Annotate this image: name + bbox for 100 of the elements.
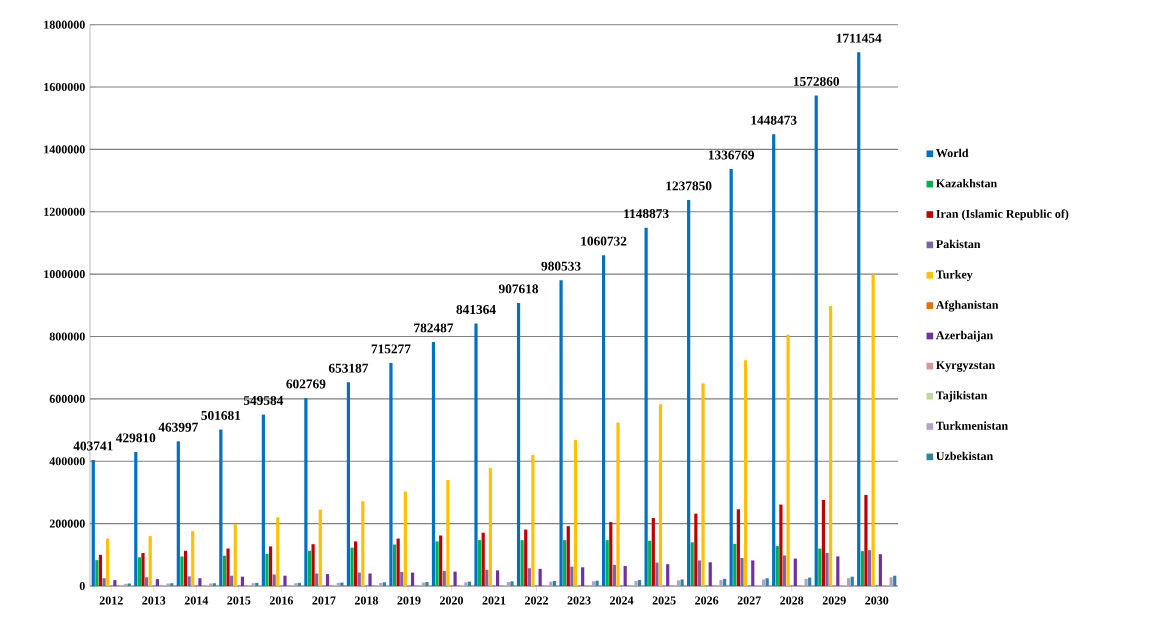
bar — [255, 582, 259, 586]
bar — [315, 573, 319, 586]
bar — [276, 517, 280, 586]
bar — [485, 569, 489, 586]
bar — [772, 134, 776, 586]
bar — [634, 581, 638, 586]
legend-label: Iran (Islamic Republic of) — [936, 209, 1069, 221]
bar — [740, 557, 744, 586]
bar — [144, 577, 149, 586]
x-tick-label: 2012 — [99, 596, 123, 605]
x-tick-label: 2030 — [865, 596, 889, 605]
bar — [694, 513, 698, 586]
bar — [230, 575, 234, 586]
data-label: 1448473 — [751, 115, 797, 125]
y-tick-label: 200000 — [49, 519, 85, 528]
x-tick-label: 2017 — [312, 596, 336, 605]
bar — [198, 578, 202, 586]
bar — [786, 334, 790, 586]
data-label: 549584 — [243, 396, 284, 405]
bar — [775, 546, 779, 586]
bar — [354, 541, 358, 586]
data-label: 429810 — [115, 433, 156, 443]
bar — [751, 560, 755, 586]
bar — [357, 572, 361, 586]
bar — [464, 582, 468, 586]
bar — [481, 532, 485, 586]
legend-label: Turkey — [936, 270, 973, 281]
bar — [616, 422, 620, 586]
bar — [396, 538, 400, 586]
y-tick-label: 1000000 — [44, 270, 85, 279]
bar — [676, 580, 681, 586]
bar — [488, 468, 493, 586]
bar — [496, 570, 500, 586]
bar — [609, 522, 613, 586]
bar — [708, 562, 712, 586]
data-label: 1060732 — [581, 236, 627, 246]
bar — [400, 571, 404, 586]
bar — [102, 578, 106, 586]
bar — [648, 540, 652, 586]
y-tick-label: 1200000 — [44, 207, 85, 216]
x-tick-label: 2016 — [269, 596, 294, 605]
bar — [893, 575, 897, 586]
x-tick-label: 2014 — [184, 596, 209, 605]
bar — [729, 169, 733, 586]
bar — [368, 573, 372, 586]
bar — [697, 560, 702, 586]
bar — [283, 575, 287, 586]
bar — [779, 504, 783, 586]
data-label: 1336769 — [708, 150, 755, 160]
bar — [403, 491, 407, 586]
y-tick-label: 1600000 — [44, 82, 85, 92]
bar — [623, 566, 627, 586]
bar — [106, 538, 110, 586]
bar — [761, 579, 766, 586]
bar — [736, 509, 740, 586]
bar — [506, 581, 511, 586]
bar — [265, 553, 269, 586]
bar — [272, 574, 276, 586]
legend-label: World — [936, 148, 969, 158]
bar — [474, 323, 478, 586]
data-label: 841364 — [456, 305, 496, 315]
bar — [442, 571, 446, 586]
bar — [825, 552, 829, 586]
bar — [425, 581, 429, 586]
x-tick-label: 2022 — [525, 596, 549, 605]
bar — [733, 543, 737, 586]
bar — [687, 199, 691, 586]
bar — [591, 581, 596, 586]
bar — [878, 554, 882, 586]
bar — [860, 551, 864, 586]
legend-label: Afghanistan — [935, 300, 999, 312]
bar — [431, 341, 436, 586]
bar — [516, 302, 521, 586]
bar — [307, 550, 312, 586]
data-label: 907618 — [498, 284, 539, 294]
y-tick-label: 600000 — [49, 394, 85, 403]
bar — [148, 536, 152, 586]
bar — [379, 582, 383, 586]
bar — [268, 546, 273, 586]
data-label: 463997 — [158, 422, 198, 432]
y-tick-label: 0 — [79, 581, 85, 591]
bar — [304, 398, 308, 586]
bar — [644, 227, 648, 586]
bar — [595, 580, 599, 586]
bar — [864, 494, 868, 586]
bar — [311, 544, 315, 586]
x-tick-label: 2027 — [737, 596, 761, 605]
bar — [226, 548, 230, 586]
data-label: 403741 — [73, 441, 113, 451]
bar — [183, 550, 188, 586]
bar — [719, 580, 723, 586]
bar — [389, 362, 393, 586]
x-tick-label: 2025 — [652, 596, 676, 605]
bar — [867, 550, 872, 586]
y-tick-label: 1800000 — [44, 20, 85, 29]
bar — [240, 576, 245, 586]
bar — [680, 579, 684, 586]
bar — [612, 564, 616, 586]
bar — [527, 568, 531, 586]
bar — [134, 451, 138, 586]
